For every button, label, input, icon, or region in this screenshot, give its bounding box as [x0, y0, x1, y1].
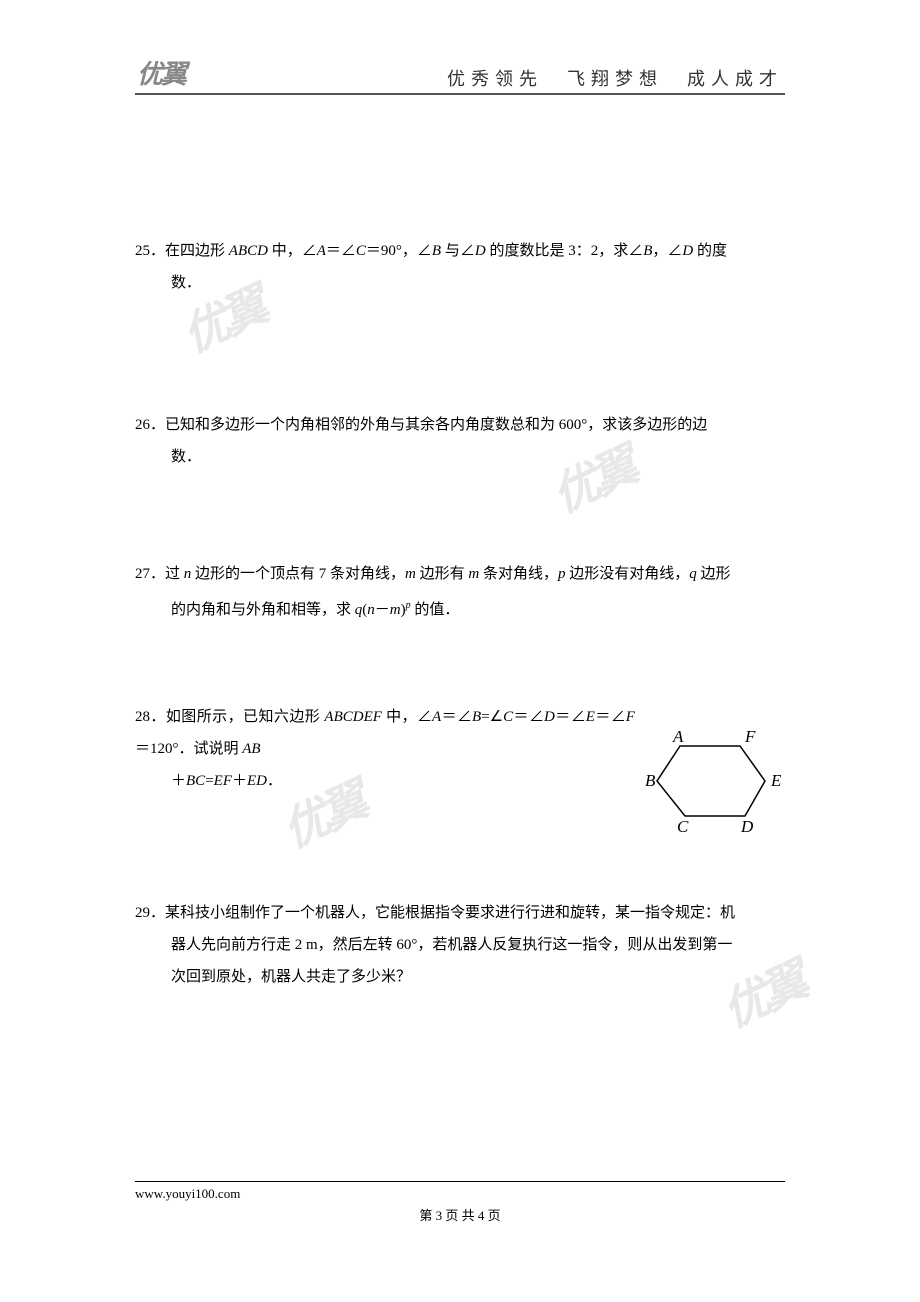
page-number: 第 3 页 共 4 页: [0, 1205, 920, 1224]
problem-text: 25．在四边形 ABCD 中，∠A＝∠C＝90°，∠B 与∠D 的度数比是 3：…: [135, 235, 785, 299]
slogan: 优秀领先 飞翔梦想 成人成才: [447, 65, 785, 91]
problem-num: 26．: [135, 417, 165, 433]
hex-label-C: C: [677, 817, 689, 836]
page-header: 优翼 优秀领先 飞翔梦想 成人成才: [135, 65, 785, 95]
problem-text: 26．已知和多边形一个内角相邻的外角与其余各内角度数总和为 600°，求该多边形…: [135, 409, 785, 473]
problem-25: 25．在四边形 ABCD 中，∠A＝∠C＝90°，∠B 与∠D 的度数比是 3：…: [135, 235, 785, 299]
problem-num: 29．: [135, 905, 165, 921]
hex-label-F: F: [744, 727, 756, 746]
problem-num: 28．: [135, 709, 166, 725]
problem-28: 28．如图所示，已知六边形 ABCDEF 中，∠A＝∠B=∠C＝∠D＝∠E＝∠F…: [135, 701, 785, 797]
content-area: 25．在四边形 ABCD 中，∠A＝∠C＝90°，∠B 与∠D 的度数比是 3：…: [135, 235, 785, 993]
logo: 优翼: [135, 54, 185, 91]
footer-url: www.youyi100.com: [135, 1186, 785, 1202]
problem-num: 27．: [135, 566, 165, 582]
problem-text: 27．过 n 边形的一个顶点有 7 条对角线，m 边形有 m 条对角线，p 边形…: [135, 558, 785, 626]
hex-label-E: E: [770, 771, 782, 790]
hexagon-figure: A F B E C D: [645, 716, 785, 846]
hex-label-A: A: [672, 727, 684, 746]
problem-text: 29．某科技小组制作了一个机器人，它能根据指令要求进行行进和旋转，某一指令规定：…: [135, 897, 785, 993]
problem-num: 25．: [135, 243, 165, 259]
hex-label-D: D: [740, 817, 754, 836]
footer-divider: [135, 1181, 785, 1182]
page-container: 优翼 优秀领先 飞翔梦想 成人成才 优翼 优翼 优翼 优翼 25．在四边形 AB…: [0, 0, 920, 1302]
hexagon-shape: [657, 746, 765, 816]
page-footer: www.youyi100.com: [135, 1181, 785, 1202]
problem-27: 27．过 n 边形的一个顶点有 7 条对角线，m 边形有 m 条对角线，p 边形…: [135, 558, 785, 626]
hexagon-svg: A F B E C D: [645, 716, 785, 846]
problem-26: 26．已知和多边形一个内角相邻的外角与其余各内角度数总和为 600°，求该多边形…: [135, 409, 785, 473]
hex-label-B: B: [645, 771, 656, 790]
problem-29: 29．某科技小组制作了一个机器人，它能根据指令要求进行行进和旋转，某一指令规定：…: [135, 897, 785, 993]
